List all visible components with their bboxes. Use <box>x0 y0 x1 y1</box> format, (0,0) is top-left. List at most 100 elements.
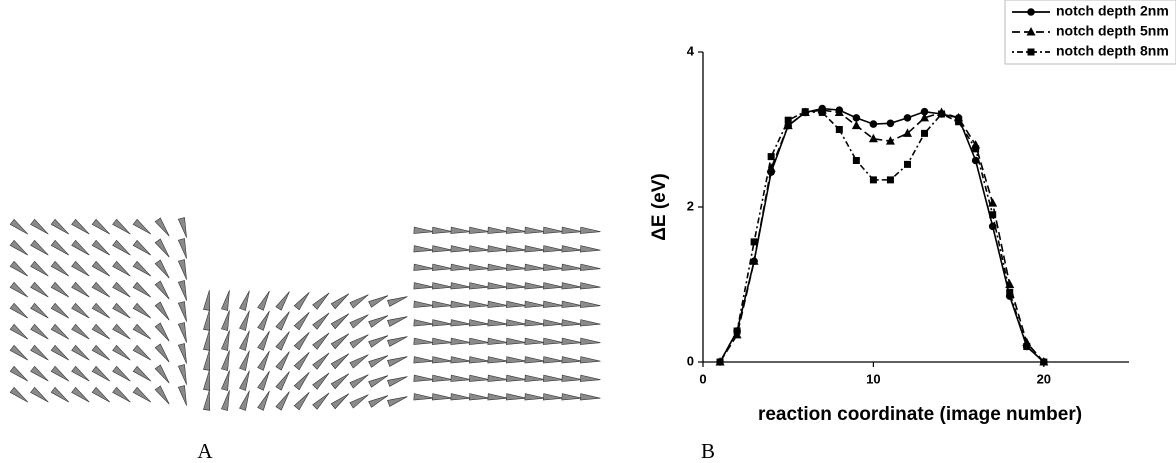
arrow <box>30 260 49 277</box>
arrow <box>71 323 90 340</box>
arrow <box>71 344 90 361</box>
arrow <box>132 344 152 361</box>
marker <box>835 126 843 133</box>
arrow <box>177 259 187 280</box>
arrow <box>221 350 230 371</box>
arrow <box>50 218 70 235</box>
arrow <box>542 282 564 290</box>
arrow <box>154 343 170 363</box>
arrow <box>413 337 435 345</box>
arrow <box>561 393 583 401</box>
arrow <box>524 393 546 401</box>
arrow <box>431 282 453 290</box>
arrow <box>387 296 408 307</box>
arrow <box>312 392 330 410</box>
marker <box>989 211 997 219</box>
arrow <box>431 300 453 308</box>
series-line <box>719 110 1045 363</box>
arrow <box>112 365 131 382</box>
arrow <box>542 300 564 308</box>
arrow <box>154 322 170 342</box>
arrow <box>30 386 49 403</box>
arrow <box>257 290 270 311</box>
arrow <box>312 372 330 390</box>
marker <box>716 358 724 366</box>
arrow <box>505 356 527 364</box>
arrow <box>542 226 564 234</box>
arrow <box>91 302 111 319</box>
arrow <box>50 302 70 319</box>
marker <box>818 108 826 116</box>
arrow <box>312 352 330 370</box>
arrow <box>450 319 472 327</box>
arrow <box>431 263 453 271</box>
marker <box>783 120 793 130</box>
arrow <box>413 226 435 234</box>
x-tick-label: 0 <box>699 371 706 386</box>
marker <box>903 114 912 122</box>
arrow <box>293 392 310 411</box>
arrow <box>50 281 70 298</box>
marker <box>902 128 912 137</box>
panel-label: B <box>701 439 715 463</box>
marker <box>767 153 775 161</box>
arrow <box>505 282 527 290</box>
arrow <box>132 218 152 235</box>
arrow <box>257 310 270 331</box>
arrow <box>579 374 601 382</box>
arrow <box>542 245 564 253</box>
arrow <box>349 394 369 409</box>
arrow <box>312 332 330 350</box>
arrow <box>524 263 546 271</box>
arrow <box>50 386 70 403</box>
arrow <box>561 374 583 382</box>
arrow <box>505 319 527 327</box>
arrow <box>275 351 290 371</box>
arrow <box>468 282 490 290</box>
x-tick-label: 20 <box>1037 371 1051 386</box>
marker <box>1040 358 1048 366</box>
arrow <box>450 245 472 253</box>
y-tick-label: 4 <box>687 43 695 58</box>
arrow <box>132 239 152 256</box>
arrow <box>349 354 369 369</box>
arrow <box>431 393 453 401</box>
arrow <box>368 335 389 348</box>
arrow <box>112 260 131 277</box>
arrow <box>468 319 490 327</box>
arrow <box>239 290 250 311</box>
arrow <box>524 319 546 327</box>
arrow <box>468 393 490 401</box>
arrow <box>487 226 509 234</box>
marker <box>885 136 895 145</box>
series-line <box>719 107 1045 363</box>
marker <box>988 222 997 231</box>
arrow <box>71 281 90 298</box>
arrow <box>561 300 583 308</box>
arrow <box>50 344 70 361</box>
arrow <box>387 356 408 367</box>
arrow <box>431 226 453 234</box>
arrow <box>468 300 490 308</box>
arrow <box>112 344 131 361</box>
arrow <box>413 300 435 308</box>
arrow <box>275 311 290 331</box>
marker <box>921 129 929 137</box>
arrow <box>487 300 509 308</box>
arrow <box>330 373 350 390</box>
arrow <box>413 282 435 290</box>
arrow <box>561 337 583 345</box>
arrow <box>177 364 187 385</box>
arrow <box>505 263 527 271</box>
arrow <box>330 293 350 310</box>
arrow <box>468 263 490 271</box>
arrow <box>542 263 564 271</box>
arrow <box>368 395 389 408</box>
arrow <box>487 374 509 382</box>
arrow <box>221 330 230 351</box>
marker <box>938 110 946 118</box>
arrow <box>203 310 211 331</box>
arrow <box>221 290 230 311</box>
marker <box>886 119 895 128</box>
arrow <box>349 294 369 309</box>
